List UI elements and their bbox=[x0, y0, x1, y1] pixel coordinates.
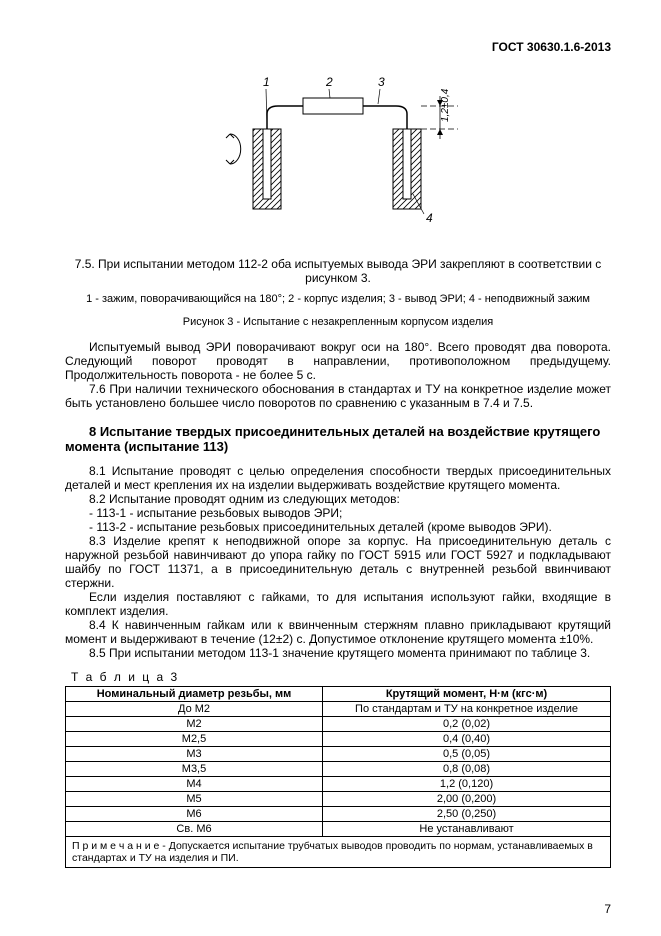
para-7-6: 7.6 При наличии технического обоснования… bbox=[65, 382, 611, 410]
table-row: М3,50,8 (0,08) bbox=[66, 762, 611, 777]
fig-label-3: 3 bbox=[378, 75, 385, 89]
para-8-4: 8.4 К навинченным гайкам или к ввинченны… bbox=[65, 618, 611, 646]
para-8-2-b: - 113-2 - испытание резьбовых присоедини… bbox=[65, 520, 611, 534]
table-note-row: П р и м е ч а н и е - Допускается испыта… bbox=[66, 837, 611, 868]
page: ГОСТ 30630.1.6-2013 bbox=[0, 0, 661, 936]
table-row: М2,50,4 (0,40) bbox=[66, 732, 611, 747]
para-8-5: 8.5 При испытании методом 113-1 значение… bbox=[65, 646, 611, 660]
table-row: М62,50 (0,250) bbox=[66, 807, 611, 822]
para-7-5-body: Испытуемый вывод ЭРИ поворачивают вокруг… bbox=[65, 340, 611, 382]
table-header-row: Номинальный диаметр резьбы, мм Крутящий … bbox=[66, 687, 611, 702]
figure-svg: 1,2±0,4 1 2 3 4 bbox=[208, 74, 468, 239]
fig-label-4: 4 bbox=[426, 211, 433, 225]
page-number: 7 bbox=[604, 902, 611, 916]
dimension-text: 1,2±0,4 bbox=[440, 88, 451, 122]
para-8-1: 8.1 Испытание проводят с целью определен… bbox=[65, 464, 611, 492]
fig-label-1: 1 bbox=[263, 75, 270, 89]
table-row: М52,00 (0,200) bbox=[66, 792, 611, 807]
table-header-2: Крутящий момент, Н·м (кгс·м) bbox=[323, 687, 611, 702]
figure-title: Рисунок 3 - Испытание с незакрепленным к… bbox=[65, 316, 611, 328]
table-header-1: Номинальный диаметр резьбы, мм bbox=[66, 687, 323, 702]
section-8-title: 8 Испытание твердых присоединительных де… bbox=[65, 424, 611, 454]
table-note: П р и м е ч а н и е - Допускается испыта… bbox=[66, 837, 611, 868]
fig-label-2: 2 bbox=[325, 75, 333, 89]
table-3-label: Т а б л и ц а 3 bbox=[71, 670, 611, 684]
document-id: ГОСТ 30630.1.6-2013 bbox=[65, 40, 611, 54]
figure-legend: 1 - зажим, поворачивающийся на 180°; 2 -… bbox=[65, 293, 611, 305]
table-3: Номинальный диаметр резьбы, мм Крутящий … bbox=[65, 686, 611, 868]
para-8-3-a: Если изделия поставляют с гайками, то дл… bbox=[65, 590, 611, 618]
figure-caption: 7.5. При испытании методом 112-2 оба исп… bbox=[65, 257, 611, 285]
para-8-3: 8.3 Изделие крепят к неподвижной опоре з… bbox=[65, 534, 611, 590]
para-8-2-a: - 113-1 - испытание резьбовых выводов ЭР… bbox=[65, 506, 611, 520]
para-8-2: 8.2 Испытание проводят одним из следующи… bbox=[65, 492, 611, 506]
figure-3: 1,2±0,4 1 2 3 4 bbox=[65, 74, 611, 242]
table-row: М20,2 (0,02) bbox=[66, 717, 611, 732]
table-row: М41,2 (0,120) bbox=[66, 777, 611, 792]
table-row: До М2По стандартам и ТУ на конкретное из… bbox=[66, 702, 611, 717]
table-row: Св. М6Не устанавливают bbox=[66, 822, 611, 837]
table-row: М30,5 (0,05) bbox=[66, 747, 611, 762]
